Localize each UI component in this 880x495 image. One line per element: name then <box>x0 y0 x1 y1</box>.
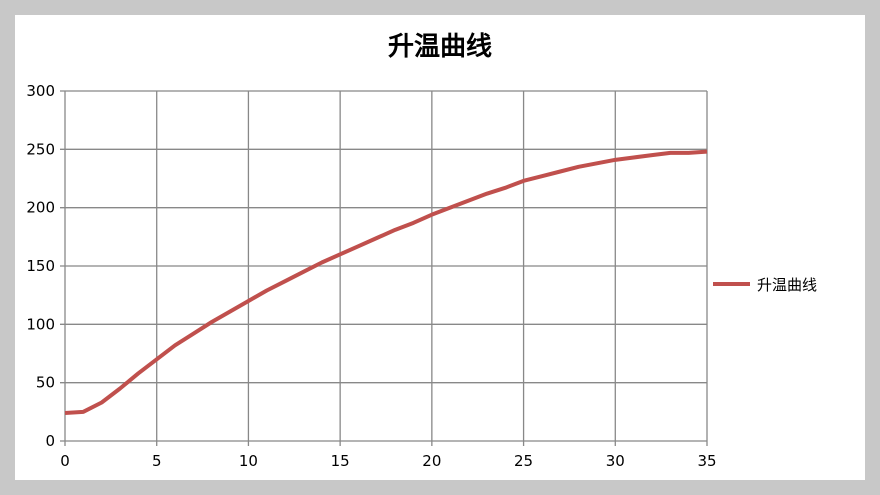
x-tick-label: 25 <box>514 452 533 470</box>
y-tick-label: 200 <box>26 199 55 217</box>
y-tick-label: 250 <box>26 140 55 158</box>
legend-label: 升温曲线 <box>757 276 817 294</box>
y-tick-label: 0 <box>45 432 55 450</box>
y-tick-label: 300 <box>26 82 55 100</box>
x-tick-label: 30 <box>606 452 625 470</box>
y-tick-label: 50 <box>36 374 55 392</box>
chart-card: 升温曲线 0 5 10 15 20 25 30 35 0 50 100 150 200 250 300 升温… <box>15 15 865 480</box>
y-tick-label: 150 <box>26 257 55 275</box>
chart-title: 升温曲线 <box>388 32 492 62</box>
x-tick-label: 5 <box>152 452 162 470</box>
x-tick-label: 10 <box>239 452 258 470</box>
x-tick-label: 0 <box>60 452 70 470</box>
y-tick-label: 100 <box>26 315 55 333</box>
legend: 升温曲线 <box>713 276 817 294</box>
line-chart: 升温曲线 0 5 10 15 20 25 30 35 0 50 100 150 200 250 300 升温… <box>26 32 817 470</box>
x-tick-label: 20 <box>422 452 441 470</box>
series-line <box>64 149 708 415</box>
x-tick-label: 35 <box>697 452 716 470</box>
x-tick-label: 15 <box>331 452 350 470</box>
